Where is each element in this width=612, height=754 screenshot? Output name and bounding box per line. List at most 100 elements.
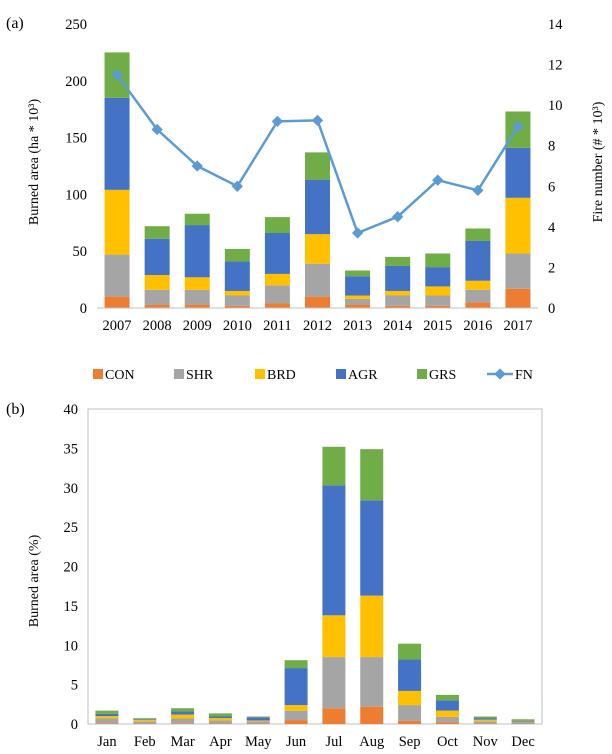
panel-a-label: (a) [6, 15, 24, 32]
panel-a-bar-grs [425, 253, 451, 268]
panel-a-x-tick-label: 2015 [423, 318, 452, 334]
panel-a-y-ticks: 0 50 100 150 200 250 [65, 17, 87, 317]
panel-b-y-tick-label: 40 [64, 402, 79, 418]
panel-b-bar-shr [398, 705, 422, 721]
panel-b-bar-brd [246, 720, 270, 722]
panel-a-y2-tick-label: 14 [548, 17, 563, 33]
panel-a-y2-axis-label: Fire number (# * 10³) [591, 101, 606, 222]
panel-a-bar-con [224, 305, 250, 308]
panel-a-y2-ticks: 0 2 4 6 8 10 12 14 [548, 17, 563, 317]
panel-a-bar-agr [345, 276, 371, 296]
panel-b-y-tick-label: 10 [64, 638, 79, 654]
panel-a-bar-grs [224, 248, 250, 262]
panel-b-bar-agr [511, 720, 535, 722]
panel-a-legend: CON SHR BRD AGR GRS FN [93, 368, 533, 383]
panel-b-x-tick-label: Jul [325, 734, 342, 750]
panel-a-fn-point [271, 115, 284, 128]
panel-a-bar-agr [264, 233, 290, 274]
panel-a-x-tick-label: 2014 [383, 318, 413, 334]
panel-b-bar-shr [322, 657, 346, 709]
panel-b-bar-agr [473, 718, 497, 720]
panel-a-y-tick-label: 200 [65, 74, 87, 90]
panel-a-bar-brd [505, 197, 531, 254]
panel-b-bar-agr [435, 700, 459, 711]
panel-a-bar-shr [505, 253, 531, 289]
panel-a-bar-con [184, 304, 210, 308]
panel-b-bar-shr [95, 718, 119, 724]
panel-b-x-tick-label: Apr [209, 734, 232, 750]
panel-a-fn-point [311, 114, 324, 127]
panel-a-bar-shr [425, 295, 451, 306]
panel-a-bar-brd [104, 189, 130, 255]
panel-b-bar-brd [284, 705, 308, 711]
legend-label-shr: SHR [186, 368, 214, 383]
panel-a-bar-con [305, 296, 330, 308]
panel-a-x-tick-label: 2009 [183, 318, 212, 334]
panel-b-bar-brd [95, 716, 119, 719]
panel-a-bar-grs [144, 226, 170, 239]
panel-a-y-axis-label: Burned area (ha * 10³) [27, 99, 42, 226]
legend-label-agr: AGR [348, 368, 378, 383]
panel-b-bar-shr [208, 720, 232, 724]
panel-b-bar-agr [398, 659, 422, 691]
panel-b-bar-brd [171, 714, 195, 719]
panel-a-bar-con [144, 304, 170, 308]
panel-a-y-tick-label: 50 [73, 244, 88, 260]
panel-b-y-tick-label: 35 [64, 441, 79, 457]
panel-b-x-tick-label: Feb [134, 734, 156, 750]
panel-b-bar-shr [511, 722, 535, 724]
panel-a-bar-shr [465, 289, 491, 303]
panel-b-y-axis-label: Burned area (%) [27, 534, 42, 627]
panel-b-bars [95, 446, 535, 724]
legend-swatch-brd [255, 369, 265, 379]
panel-a-bar-shr [184, 289, 210, 305]
panel-b-x-tick-label: May [245, 734, 272, 750]
panel-a-fn-point [191, 160, 203, 172]
panel-a-y-tick-label: 0 [80, 301, 87, 317]
panel-b-x-tick-label: Oct [437, 734, 458, 750]
panel-a-bar-grs [264, 217, 290, 234]
panel-b-bar-agr [360, 500, 384, 596]
panel-a-y-tick-label: 150 [65, 131, 87, 147]
panel-b-bar-shr [133, 721, 157, 724]
panel-b-bar-brd [208, 718, 232, 721]
panel-b-bar-con [322, 708, 346, 724]
panel-b-bar-shr [360, 657, 384, 707]
panel-b-x-tick-label: Jan [97, 734, 117, 750]
panel-a-x-tick-label: 2010 [223, 318, 252, 334]
panel-b-bar-grs [208, 713, 232, 717]
panel-a-y2-tick-label: 10 [548, 98, 563, 114]
panel-b-x-tick-label: Nov [473, 734, 499, 750]
panel-a-fn-point [231, 180, 243, 192]
panel-b-bar-brd [435, 710, 459, 717]
panel-a-bar-brd [144, 275, 170, 290]
panel-b-bar-grs [435, 694, 459, 701]
panel-b-bar-grs [360, 449, 384, 501]
panel-b-bar-shr [246, 721, 270, 724]
panel-a-y2-tick-label: 8 [548, 139, 555, 155]
panel-b-bar-agr [246, 717, 270, 721]
panel-a-fn-point [392, 211, 404, 223]
legend-label-brd: BRD [267, 368, 296, 383]
panel-a: (a) Burned area (ha * 10³) Fire number (… [6, 15, 606, 383]
panel-b-x-tick-label: Aug [359, 734, 384, 750]
legend-swatch-con [93, 369, 103, 379]
panel-a-bar-con [465, 302, 491, 308]
panel-a-bar-grs [385, 256, 411, 266]
panel-b-y-tick-label: 15 [64, 599, 79, 615]
panel-a-bar-shr [144, 289, 170, 305]
panel-b-bar-brd [360, 595, 384, 658]
legend-swatch-agr [336, 369, 346, 379]
panel-a-bar-agr [305, 179, 330, 235]
panel-a-fn-point [432, 174, 444, 186]
panel-a-bar-brd [385, 290, 411, 296]
panel-b-x-ticks: Jan Feb Mar Apr May Jun Jul Aug Sep Oct Nov Dec [97, 734, 535, 750]
panel-b-bar-agr [133, 718, 157, 720]
panel-a-x-tick-label: 2011 [263, 318, 291, 334]
legend-swatch-fn-marker [494, 368, 506, 380]
panel-b-x-tick-label: Dec [511, 734, 534, 750]
panel-a-bar-agr [144, 238, 170, 276]
panel-a-bar-con [385, 305, 411, 308]
panel-b-bar-shr [473, 721, 497, 724]
